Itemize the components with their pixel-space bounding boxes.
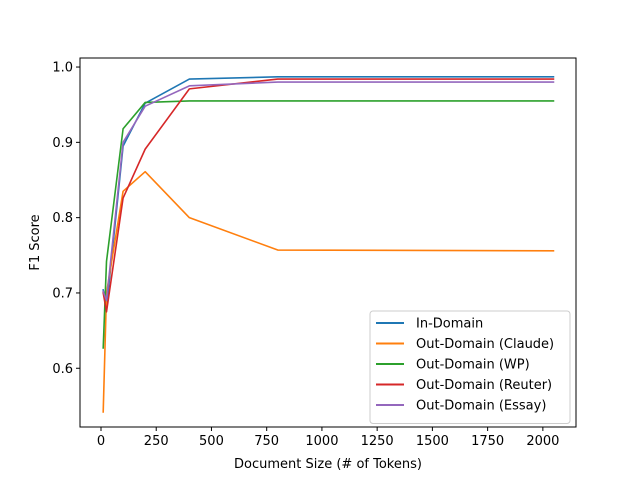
- y-tick-label: 0.8: [52, 211, 73, 226]
- legend-label: Out-Domain (Claude): [416, 337, 554, 352]
- legend-label: Out-Domain (Reuter): [416, 378, 552, 393]
- x-axis-label: Document Size (# of Tokens): [234, 457, 422, 472]
- y-tick-label: 0.6: [52, 362, 73, 377]
- legend-label: Out-Domain (WP): [416, 358, 530, 373]
- legend-label: In-Domain: [416, 317, 483, 332]
- x-tick-label: 250: [144, 434, 169, 449]
- legend-item-out-domain-wp: Out-Domain (WP): [376, 358, 530, 373]
- series-group: [102, 76, 555, 413]
- y-tick-label: 0.9: [52, 136, 73, 151]
- x-tick-label: 1750: [471, 434, 504, 449]
- x-tick-label: 750: [254, 434, 279, 449]
- x-tick-label: 0: [97, 434, 105, 449]
- x-axis: 0 250 500 750 1000 1250 1500 1750 2000: [97, 427, 559, 449]
- series-line-out-domain-reuter: [102, 78, 555, 313]
- legend-label: Out-Domain (Essay): [416, 399, 546, 414]
- x-tick-label: 1250: [361, 434, 394, 449]
- x-tick-label: 1000: [305, 434, 338, 449]
- y-axis-label: F1 Score: [28, 214, 43, 270]
- y-tick-label: 0.7: [52, 286, 73, 301]
- legend: In-Domain Out-Domain (Claude) Out-Domain (…: [369, 310, 571, 424]
- x-tick-label: 2000: [526, 434, 559, 449]
- legend-item-out-domain-reuter: Out-Domain (Reuter): [376, 378, 552, 393]
- series-line-out-domain-essay: [102, 81, 555, 302]
- series-line-out-domain-wp: [102, 100, 555, 349]
- x-tick-label: 1500: [416, 434, 449, 449]
- y-axis: 0.6 0.7 0.8 0.9 1.0: [52, 61, 80, 377]
- y-tick-label: 1.0: [52, 61, 73, 76]
- legend-item-out-domain-claude: Out-Domain (Claude): [376, 337, 554, 352]
- legend-frame: [369, 310, 571, 424]
- x-tick-label: 500: [199, 434, 224, 449]
- legend-item-in-domain: In-Domain: [376, 317, 483, 332]
- legend-item-out-domain-essay: Out-Domain (Essay): [376, 399, 546, 414]
